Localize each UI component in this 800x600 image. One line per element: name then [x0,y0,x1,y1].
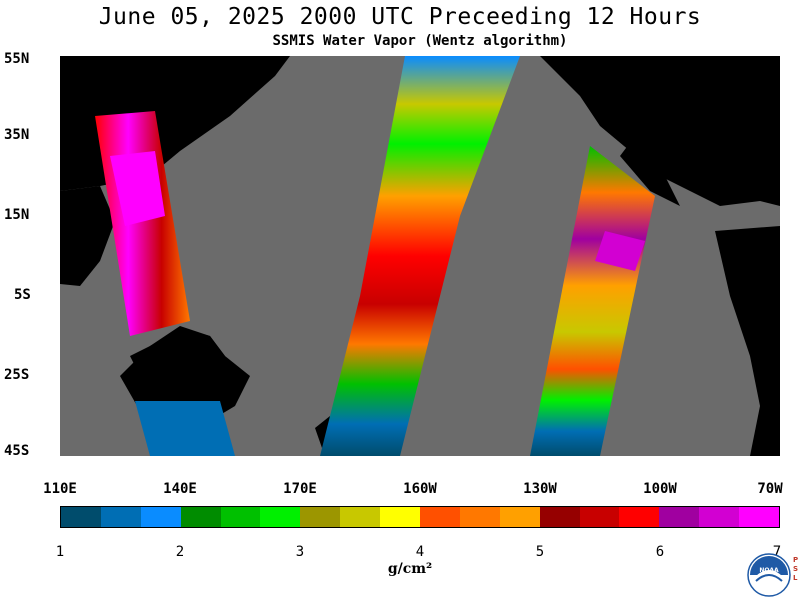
colorbar [60,506,780,528]
lon-label-70w: 70W [757,481,783,497]
colorbar-tick-7: 7 [772,544,782,560]
lat-label-25s: 25S [4,367,30,383]
swath-south-australia [135,401,235,456]
indochina-land [60,186,115,286]
colorbar-segment-8 [340,507,381,527]
noaa-logo: NOAA [747,553,791,597]
lon-label-170e: 170E [283,481,317,497]
water-vapor-map [60,56,780,456]
colorbar-segment-5 [220,507,261,527]
map-canvas [60,56,780,456]
lat-label-15n: 15N [4,207,30,223]
satellite-swaths [95,56,655,456]
colorbar-tick-5: 5 [535,544,545,560]
lat-label-5s: 5S [14,287,31,303]
map-title: June 05, 2025 2000 UTC Preceeding 12 Hou… [98,4,702,30]
lat-label-35n: 35N [4,127,30,143]
australia-overlay [130,328,225,401]
lon-label-130w: 130W [523,481,557,497]
colorbar-segment-12 [499,507,540,527]
colorbar-segment-1 [61,507,101,527]
units-label: g/cm² [387,561,433,577]
swath-east-pacific [530,146,655,456]
swath-east-pacific-magenta [595,231,645,271]
colorbar-tick-3: 3 [295,544,305,560]
colorbar-segment-9 [380,507,421,527]
land-overlay [130,136,680,401]
lon-label-100w: 100W [643,481,677,497]
noaa-logo-text: NOAA [759,567,779,574]
lon-label-110e: 110E [43,481,77,497]
colorbar-tick-4: 4 [415,544,425,560]
colorbar-segment-14 [579,507,620,527]
lon-label-160w: 160W [403,481,437,497]
asia-land [60,56,290,191]
north-america-land [540,56,780,206]
colorbar-segment-7 [300,507,341,527]
colorbar-segment-15 [619,507,660,527]
south-america-land [715,226,780,456]
psl-text: PSL [793,556,799,582]
map-subtitle: SSMIS Water Vapor (Wentz algorithm) [272,33,568,49]
colorbar-segment-4 [180,507,221,527]
colorbar-tick-1: 1 [55,544,65,560]
swath-west-magenta [110,151,165,226]
colorbar-segment-10 [420,507,460,527]
colorbar-tick-6: 6 [655,544,665,560]
lat-label-45s: 45S [4,443,30,459]
lon-label-140e: 140E [163,481,197,497]
colorbar-segment-6 [260,507,301,527]
colorbar-segment-18 [739,507,780,527]
mexico-overlay [620,136,680,206]
lat-label-55n: 55N [4,51,30,67]
colorbar-segment-11 [459,507,500,527]
colorbar-segment-17 [699,507,740,527]
colorbar-tick-2: 2 [175,544,185,560]
colorbar-segment-3 [140,507,181,527]
colorbar-segment-16 [659,507,700,527]
colorbar-segment-2 [100,507,141,527]
colorbar-segment-13 [539,507,580,527]
swath-central-pacific [320,56,520,456]
